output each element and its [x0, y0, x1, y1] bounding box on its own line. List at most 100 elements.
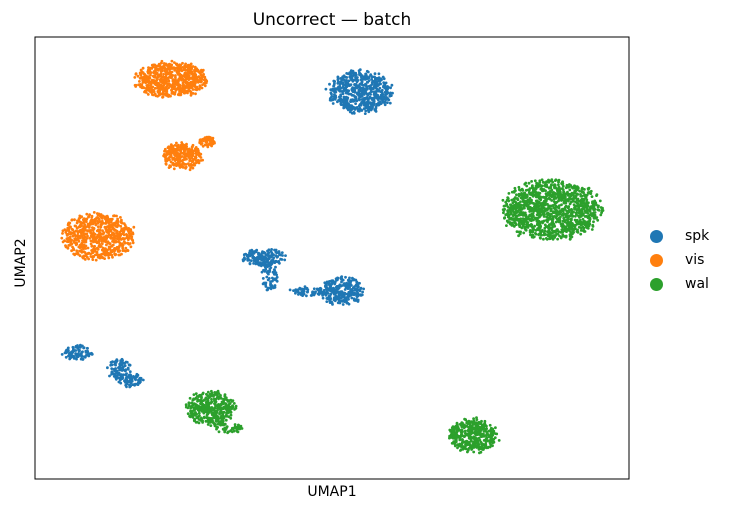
data-point	[355, 287, 359, 291]
data-point	[87, 229, 90, 233]
data-point	[379, 82, 382, 86]
data-point	[117, 238, 121, 241]
data-point	[98, 237, 101, 241]
data-point	[195, 86, 199, 90]
data-point	[211, 138, 214, 142]
data-point	[520, 222, 524, 226]
data-point	[302, 292, 306, 296]
data-point	[345, 83, 349, 87]
data-point	[213, 410, 217, 413]
data-point	[112, 237, 116, 241]
data-point	[194, 146, 198, 149]
data-point	[297, 293, 300, 296]
data-point	[576, 202, 580, 206]
data-point	[182, 152, 186, 155]
data-point	[116, 220, 120, 224]
data-point	[121, 361, 125, 365]
data-point	[198, 79, 202, 83]
data-point	[154, 70, 158, 74]
data-point	[510, 204, 514, 208]
data-point	[210, 400, 214, 404]
data-point	[351, 276, 354, 280]
data-point	[230, 407, 234, 410]
data-point	[96, 228, 100, 232]
data-point	[72, 230, 76, 234]
data-point	[70, 350, 74, 353]
data-point	[171, 156, 175, 160]
data-point	[459, 449, 462, 452]
data-point	[156, 73, 160, 77]
data-point	[120, 373, 124, 377]
data-point	[591, 200, 594, 204]
data-point	[155, 76, 158, 80]
data-point	[98, 231, 102, 235]
data-point	[521, 198, 525, 201]
data-point	[240, 427, 244, 430]
data-point	[116, 217, 119, 221]
data-point	[157, 88, 161, 92]
data-point	[585, 193, 589, 197]
data-point	[532, 209, 536, 213]
data-point	[510, 198, 514, 202]
data-point	[554, 234, 557, 238]
data-point	[197, 153, 201, 157]
data-point	[202, 73, 206, 76]
data-point	[123, 241, 127, 245]
data-point	[523, 226, 527, 230]
data-point	[587, 214, 591, 218]
data-point	[503, 216, 506, 220]
data-point	[347, 297, 350, 301]
data-point	[477, 436, 481, 440]
data-point	[70, 218, 74, 222]
data-point	[515, 230, 519, 234]
data-point	[388, 101, 392, 105]
data-point	[548, 233, 552, 237]
data-point	[488, 423, 492, 427]
data-point	[568, 192, 572, 196]
data-point	[124, 249, 127, 253]
data-point	[79, 222, 83, 226]
data-point	[189, 70, 193, 74]
data-point	[168, 63, 172, 67]
data-point	[95, 212, 99, 215]
data-point	[342, 76, 345, 80]
data-point	[330, 95, 334, 98]
data-point	[343, 288, 347, 291]
data-point	[209, 424, 213, 427]
data-point	[509, 211, 513, 215]
data-point	[352, 111, 356, 115]
data-point	[68, 355, 72, 359]
data-point	[531, 233, 535, 237]
data-point	[341, 92, 345, 95]
data-point	[383, 103, 387, 107]
data-point	[343, 300, 346, 303]
cluster-vis-0	[133, 59, 209, 99]
data-point	[538, 226, 542, 230]
data-point	[528, 210, 532, 213]
data-point	[193, 163, 197, 167]
data-point	[234, 404, 238, 408]
data-point	[118, 368, 121, 372]
data-point	[530, 180, 533, 183]
data-point	[357, 97, 361, 100]
data-point	[339, 101, 343, 105]
data-point	[152, 88, 155, 92]
data-point	[384, 98, 388, 101]
data-point	[339, 77, 343, 80]
data-point	[90, 221, 94, 225]
data-point	[539, 207, 543, 211]
data-point	[339, 98, 342, 102]
data-point	[65, 229, 69, 232]
data-point	[73, 218, 76, 222]
data-point	[175, 62, 179, 66]
cluster-spk-1	[241, 248, 287, 268]
data-point	[372, 101, 376, 105]
data-point	[373, 72, 377, 76]
data-point	[156, 94, 160, 98]
data-point	[230, 426, 234, 430]
cluster-spk-5	[60, 343, 94, 361]
data-point	[584, 196, 588, 200]
data-point	[371, 97, 375, 100]
data-point	[174, 150, 178, 153]
data-point	[110, 253, 114, 257]
